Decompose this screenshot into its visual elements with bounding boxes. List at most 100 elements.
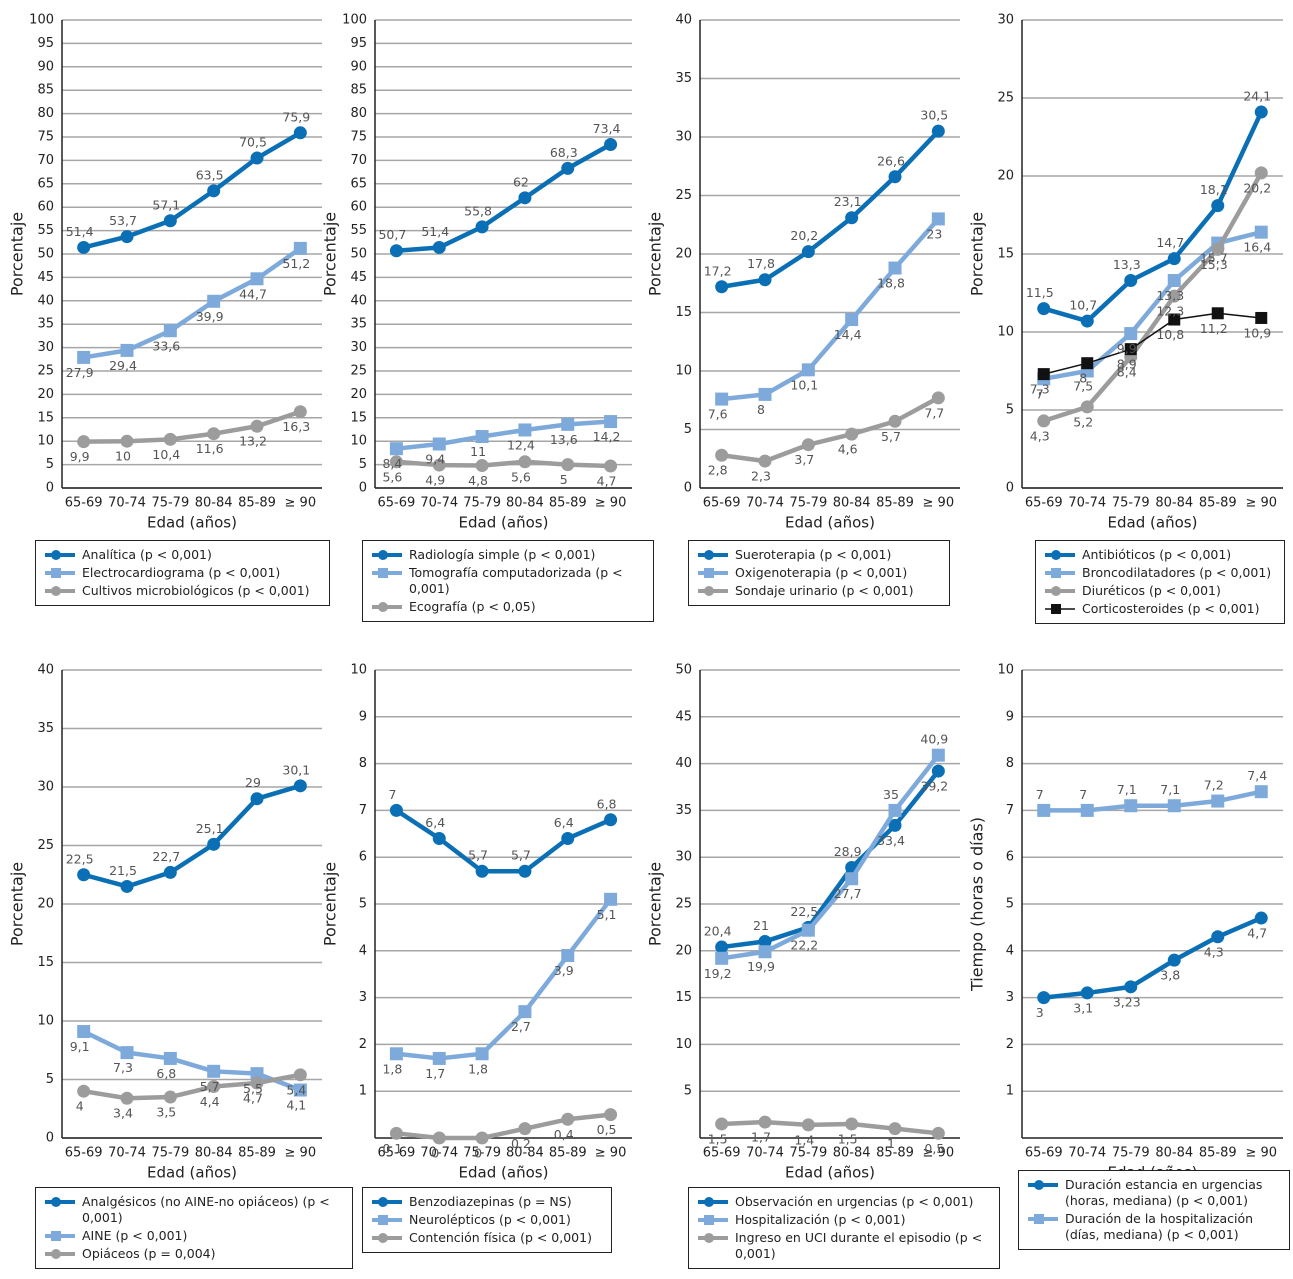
marker	[389, 244, 403, 258]
legend-swatch	[45, 550, 75, 560]
y-tick-label: 65	[37, 176, 54, 191]
legend: Analgésicos (no AINE-no opiáceos) (p < 0…	[35, 1187, 353, 1269]
marker	[51, 1249, 61, 1259]
series-line	[721, 1119, 939, 1136]
series-line	[396, 897, 613, 1061]
data-label: 3,7	[794, 452, 814, 467]
marker	[378, 550, 388, 560]
marker	[389, 1047, 403, 1061]
marker	[845, 211, 859, 225]
y-tick-label: 75	[37, 130, 54, 145]
data-label: 6,8	[597, 796, 617, 811]
series-line	[396, 459, 611, 469]
marker	[704, 550, 714, 560]
y-tick-label: 40	[675, 13, 692, 28]
marker	[120, 343, 134, 357]
marker	[432, 437, 446, 451]
y-tick-label: 40	[37, 293, 54, 308]
marker	[1254, 785, 1268, 799]
series-line	[1043, 171, 1264, 424]
y-tick-label: 5	[1006, 403, 1014, 418]
marker	[1255, 311, 1268, 324]
data-label: 15,3	[1200, 257, 1228, 272]
marker	[120, 230, 134, 244]
x-tick-label: 85-89	[549, 496, 587, 511]
marker	[1037, 803, 1051, 817]
y-tick-label: 100	[29, 13, 54, 28]
marker	[888, 1122, 902, 1136]
y-tick-label: 25	[37, 364, 54, 379]
data-label: 2,8	[708, 463, 728, 478]
marker	[888, 170, 902, 184]
marker	[475, 1047, 489, 1061]
data-label: 9,9	[70, 449, 90, 464]
y-tick-label: 2	[359, 1037, 367, 1052]
marker	[1051, 550, 1061, 560]
y-tick-label: 7	[1006, 803, 1014, 818]
marker	[250, 792, 264, 806]
data-label: 2,3	[751, 469, 771, 484]
legend-swatch	[45, 1197, 75, 1207]
marker	[1211, 242, 1225, 256]
data-label: 11,2	[1200, 321, 1228, 336]
marker	[1211, 199, 1225, 213]
data-label: 9,9	[1117, 341, 1137, 356]
y-tick-label: 8	[359, 756, 367, 771]
data-label: 24,1	[1243, 89, 1271, 104]
legend-label: Ingreso en UCI durante el episodio (p < …	[735, 1230, 983, 1261]
data-label: 6,4	[425, 815, 445, 830]
marker	[293, 405, 307, 419]
x-tick-label: 75-79	[151, 496, 189, 511]
y-tick-label: 4	[1006, 943, 1014, 958]
chart: 1 2 3 4 5 6 7 8 9 10 65-69 70-74 75-79 80-84 85-89 ≥ 90…	[968, 663, 1283, 1182]
y-tick-label: 30	[37, 340, 54, 355]
data-label: 20,2	[790, 228, 818, 243]
legend-swatch	[372, 1215, 402, 1225]
legend-swatch	[45, 586, 75, 596]
data-label: 7	[1036, 386, 1044, 401]
x-tick-label: 75-79	[789, 496, 827, 511]
data-label: 10,9	[1243, 325, 1271, 340]
data-label: 9,1	[70, 1039, 90, 1054]
chart: 1 2 3 4 5 6 7 8 9 10 65-69 70-74 75-79 80-84 85-89 ≥ 90…	[321, 663, 632, 1182]
y-tick-label: 25	[675, 897, 692, 912]
x-tick-label: ≥ 90	[285, 496, 317, 511]
data-label: 63,5	[196, 167, 224, 182]
data-label: 9,4	[425, 452, 445, 467]
x-tick-label: 85-89	[876, 1146, 914, 1161]
data-label: 19,2	[704, 966, 732, 981]
y-tick-label: 0	[684, 481, 692, 496]
legend-item: Analítica (p < 0,001)	[44, 547, 321, 563]
series-line	[83, 1072, 301, 1101]
marker	[801, 438, 815, 452]
marker	[1080, 314, 1094, 328]
marker	[432, 1131, 446, 1145]
y-tick-label: 5	[684, 422, 692, 437]
legend: Benzodiazepinas (p = NS) Neurolépticos (p…	[362, 1187, 612, 1253]
marker	[1037, 414, 1051, 428]
legend-label: Duración de la hospitalización (días, me…	[1065, 1211, 1254, 1242]
marker	[207, 427, 221, 441]
data-label: 13,2	[239, 434, 267, 449]
y-tick-label: 50	[37, 247, 54, 262]
legend-item: Neurolépticos (p < 0,001)	[371, 1212, 603, 1228]
marker	[704, 1197, 714, 1207]
data-label: 1,8	[468, 1061, 488, 1076]
y-tick-label: 85	[37, 83, 54, 98]
data-label: 22,5	[790, 904, 818, 919]
data-label: 14,7	[1156, 235, 1184, 250]
x-tick-label: 65-69	[378, 1146, 416, 1161]
marker	[518, 191, 532, 205]
data-label: 19,9	[747, 959, 775, 974]
x-tick-label: 65-69	[65, 496, 103, 511]
chart: 5 10 15 20 25 30 35 40 45 50 65-69 70-74 75-79 80-84 8…	[646, 663, 960, 1182]
marker	[1037, 302, 1051, 316]
data-label: 3,8	[1160, 968, 1180, 983]
legend-swatch	[372, 550, 402, 560]
y-tick-label: 5	[359, 897, 367, 912]
marker	[801, 363, 815, 377]
marker	[561, 1112, 575, 1126]
x-tick-label: ≥ 90	[595, 1146, 627, 1161]
data-label: 7,2	[1204, 778, 1224, 793]
y-tick-label: 95	[37, 36, 54, 51]
